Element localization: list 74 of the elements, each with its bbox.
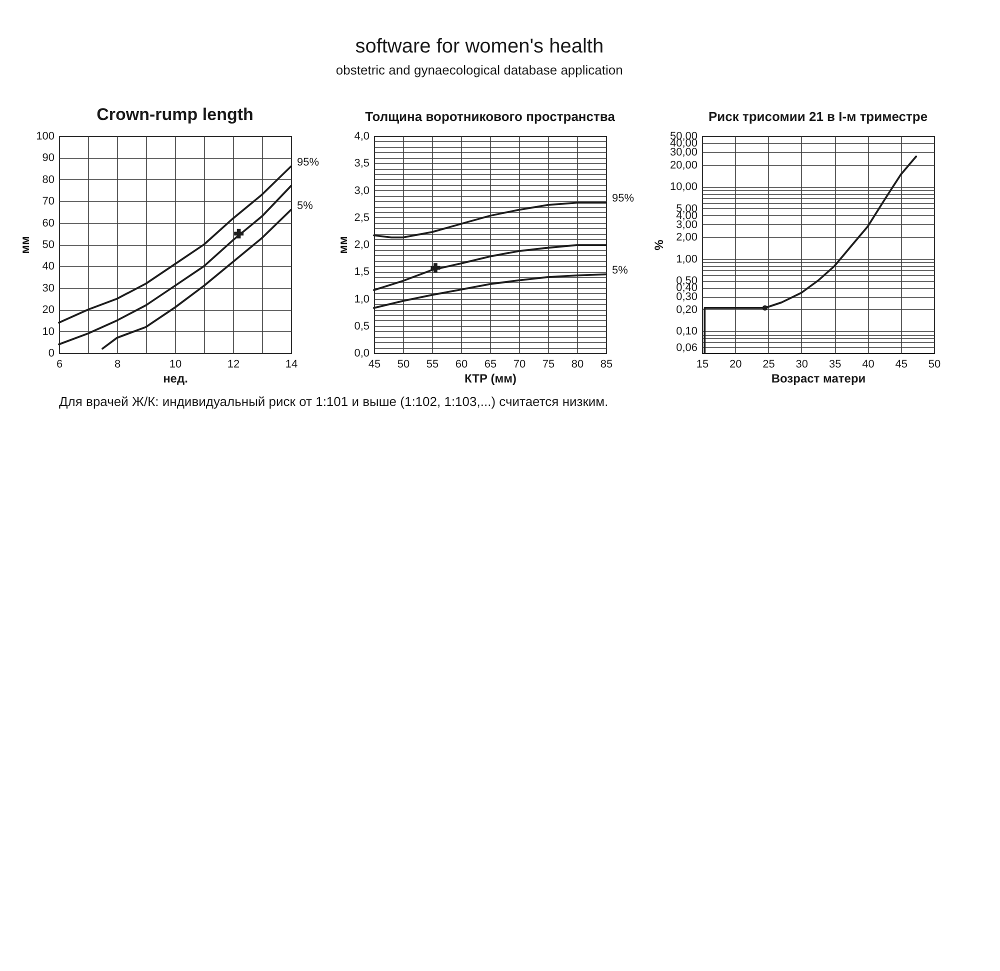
x-tick-label: 10: [169, 358, 182, 370]
series-label: 95%: [612, 192, 634, 205]
y-tick-label: 0,5: [354, 320, 370, 332]
line-series: [58, 165, 292, 324]
x-axis-title: нед.: [163, 372, 188, 386]
y-tick-label: 30: [42, 282, 54, 294]
x-tick-label: 75: [542, 358, 555, 370]
x-tick-label: 25: [762, 358, 775, 370]
y-axis-title: мм: [336, 236, 350, 254]
x-tick-label: 65: [484, 358, 497, 370]
chart-title: Толщина воротникового пространства: [365, 109, 616, 124]
x-axis-title: КТР (мм): [464, 372, 517, 386]
y-tick-label: 80: [42, 174, 54, 186]
y-tick-label: 20: [42, 304, 54, 316]
y-tick-label: 50,00: [670, 130, 698, 142]
series-label: 5%: [297, 200, 314, 212]
y-tick-label: 4,0: [354, 130, 370, 142]
y-tick-label: 0,10: [676, 326, 698, 338]
y-tick-label: 0: [48, 348, 54, 360]
series-label: 5%: [612, 264, 628, 276]
x-tick-label: 60: [455, 358, 468, 370]
text: obstetric and gynaecological database application: [336, 62, 623, 78]
y-tick-label: 1,5: [354, 266, 370, 278]
x-tick-label: 14: [285, 358, 298, 370]
line-series: [373, 244, 607, 292]
x-tick-label: 45: [895, 358, 908, 370]
y-tick-label: 100: [36, 130, 54, 142]
y-axis-title: %: [652, 239, 666, 250]
x-tick-label: 35: [828, 358, 842, 370]
y-tick-label: 40: [42, 260, 54, 273]
line-series: [102, 208, 292, 350]
y-tick-label: 0,20: [676, 304, 698, 316]
y-tick-label: 2,5: [354, 212, 370, 224]
text: Для врачей Ж/К: индивидуальный риск от 1:101 и выше (1:102, 1:103,...) считается низким.: [59, 394, 608, 409]
chart-title: Crown-rump length: [96, 105, 254, 124]
x-tick-label: 50: [397, 358, 410, 370]
y-tick-label: 70: [42, 196, 54, 208]
x-tick-label: 85: [600, 358, 613, 370]
x-tick-label: 80: [571, 358, 584, 370]
y-tick-label: 1,00: [676, 253, 698, 266]
series-label: 95%: [297, 156, 320, 168]
y-tick-label: 0,30: [676, 291, 698, 304]
line-series: [373, 273, 607, 309]
y-tick-label: 2,0: [354, 239, 370, 251]
x-tick-label: 6: [56, 358, 63, 370]
x-tick-label: 30: [796, 358, 808, 370]
x-tick-label: 12: [227, 358, 240, 370]
y-tick-label: 50: [42, 239, 54, 251]
x-tick-label: 55: [426, 358, 439, 370]
chart-title: Риск трисомии 21 в I-м триместре: [708, 109, 928, 124]
x-tick-label: 15: [696, 358, 709, 370]
line-series: [58, 184, 292, 346]
x-axis-title: Возраст матери: [771, 372, 866, 386]
y-tick-label: 3,5: [354, 158, 370, 170]
y-tick-label: 20,00: [670, 159, 698, 172]
x-tick-label: 50: [928, 358, 941, 370]
y-tick-label: 10,00: [670, 181, 698, 194]
y-tick-label: 0,0: [354, 348, 370, 360]
y-tick-label: 0,06: [676, 342, 698, 354]
x-tick-label: 70: [513, 358, 526, 370]
x-tick-label: 20: [730, 358, 742, 370]
x-tick-label: 8: [114, 358, 121, 370]
y-tick-label: 3,0: [354, 184, 370, 197]
x-tick-label: 40: [862, 358, 874, 370]
y-tick-label: 90: [42, 152, 54, 164]
y-tick-label: 30,00: [670, 146, 698, 159]
y-axis-title: мм: [18, 236, 32, 254]
y-tick-label: 2,00: [676, 232, 698, 244]
y-tick-label: 10: [42, 326, 54, 338]
text: software for women's health: [355, 36, 604, 58]
x-tick-label: 45: [368, 358, 381, 370]
y-tick-label: 60: [42, 217, 54, 230]
line-series: [373, 202, 607, 238]
y-tick-label: 1,0: [354, 293, 370, 306]
